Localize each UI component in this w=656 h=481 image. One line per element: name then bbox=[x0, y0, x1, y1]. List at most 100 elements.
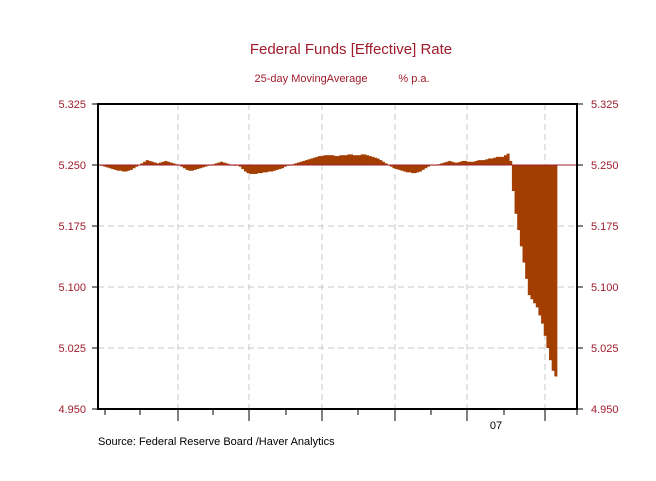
bar bbox=[358, 155, 362, 165]
bar bbox=[204, 165, 208, 167]
y-tick-label-left: 4.950 bbox=[58, 404, 86, 416]
bar bbox=[493, 157, 497, 165]
bar bbox=[246, 165, 250, 174]
y-tick-label-right: 5.250 bbox=[591, 160, 619, 172]
bar bbox=[238, 165, 242, 167]
y-tick-label-left: 5.325 bbox=[58, 99, 86, 111]
bar bbox=[368, 156, 372, 165]
bar bbox=[519, 165, 523, 247]
bar bbox=[477, 160, 481, 165]
bar bbox=[182, 165, 186, 169]
bar bbox=[159, 162, 163, 165]
bar bbox=[145, 160, 149, 165]
bar bbox=[458, 161, 462, 165]
y-tick-label-left: 5.175 bbox=[58, 221, 86, 233]
bar bbox=[350, 154, 354, 165]
bar bbox=[413, 165, 417, 174]
chart-subtitle-measure: 25-day MovingAverage bbox=[255, 73, 368, 85]
bar bbox=[304, 160, 308, 165]
bar bbox=[339, 155, 343, 165]
bar bbox=[392, 165, 396, 169]
bar bbox=[169, 162, 173, 165]
bar bbox=[405, 165, 409, 173]
bar bbox=[464, 160, 468, 165]
bar bbox=[254, 165, 258, 174]
bar bbox=[381, 161, 385, 165]
bar bbox=[546, 165, 550, 348]
bar bbox=[543, 165, 547, 336]
bar bbox=[514, 165, 518, 214]
bar bbox=[408, 165, 412, 173]
bar bbox=[251, 165, 255, 174]
bar bbox=[498, 156, 502, 165]
bar bbox=[395, 165, 399, 170]
bar bbox=[222, 162, 226, 165]
bar bbox=[318, 156, 322, 165]
bar bbox=[474, 160, 478, 165]
bar bbox=[190, 165, 194, 171]
bar bbox=[419, 165, 423, 172]
bar bbox=[379, 160, 383, 165]
chart-subtitle-unit: % p.a. bbox=[398, 73, 429, 85]
bar bbox=[371, 156, 375, 165]
bar bbox=[214, 163, 218, 165]
bar bbox=[530, 165, 534, 300]
bar bbox=[466, 161, 470, 165]
bar bbox=[132, 165, 136, 169]
bar bbox=[421, 165, 425, 170]
y-tick-label-left: 5.250 bbox=[58, 160, 86, 172]
bar bbox=[344, 155, 348, 165]
bar bbox=[121, 165, 125, 172]
source-note: Source: Federal Reserve Board /Haver Ana… bbox=[98, 436, 335, 448]
bar bbox=[188, 165, 192, 171]
bar bbox=[490, 158, 494, 165]
bar bbox=[511, 165, 515, 192]
bar bbox=[365, 155, 369, 165]
bar bbox=[503, 155, 507, 165]
bar bbox=[554, 165, 558, 377]
bar bbox=[352, 155, 356, 165]
bar bbox=[105, 165, 109, 168]
bar bbox=[111, 165, 115, 170]
bar bbox=[485, 159, 489, 165]
bar bbox=[336, 156, 340, 165]
bar bbox=[153, 162, 157, 165]
bar bbox=[281, 165, 285, 169]
bar bbox=[551, 165, 555, 371]
y-axis-right: 5.325 5.250 5.175 5.100 5.025 4.950 bbox=[577, 99, 619, 416]
bar bbox=[538, 165, 542, 316]
bar bbox=[397, 165, 401, 170]
bar bbox=[310, 158, 314, 165]
bar bbox=[283, 165, 287, 167]
bar bbox=[267, 165, 271, 172]
bar bbox=[113, 165, 117, 170]
bar bbox=[426, 165, 430, 167]
bar bbox=[442, 162, 446, 165]
y-tick-label-left: 5.025 bbox=[58, 343, 86, 355]
bar bbox=[312, 157, 316, 165]
bar bbox=[307, 159, 311, 165]
bar bbox=[472, 161, 476, 165]
bar bbox=[347, 154, 351, 165]
bar bbox=[403, 165, 407, 172]
y-tick-label-right: 4.950 bbox=[591, 404, 619, 416]
bar bbox=[193, 165, 197, 170]
bar bbox=[185, 165, 189, 170]
bar bbox=[440, 163, 444, 165]
bar bbox=[453, 162, 457, 165]
bar bbox=[196, 165, 200, 170]
bar bbox=[509, 160, 513, 165]
x-axis: 07 bbox=[104, 409, 578, 432]
bar bbox=[482, 160, 486, 165]
y-axis-left: 5.325 5.250 5.175 5.100 5.025 4.950 bbox=[58, 99, 98, 416]
bar bbox=[220, 161, 224, 165]
bar bbox=[331, 155, 335, 165]
bar bbox=[517, 165, 521, 231]
bar bbox=[164, 160, 168, 165]
grid-lines bbox=[98, 104, 577, 409]
bar bbox=[424, 165, 428, 169]
bar bbox=[363, 154, 367, 165]
bar bbox=[127, 165, 131, 171]
bar bbox=[257, 165, 261, 174]
